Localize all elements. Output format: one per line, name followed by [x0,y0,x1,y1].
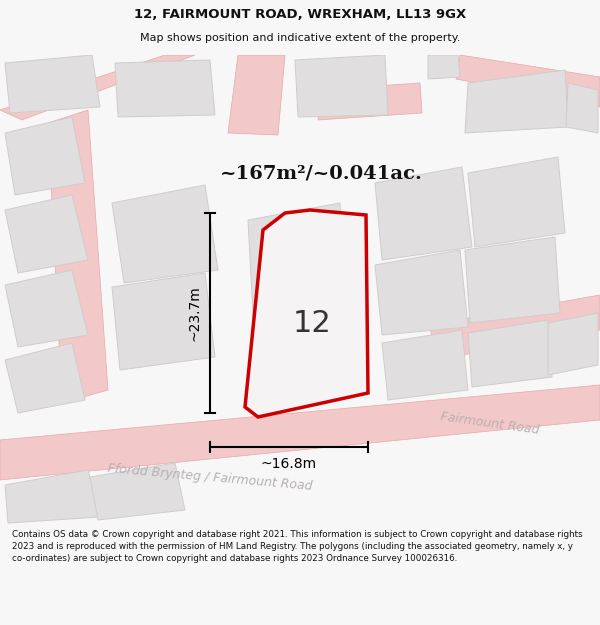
Polygon shape [5,270,88,347]
Polygon shape [566,83,598,133]
Polygon shape [375,167,472,260]
Polygon shape [5,470,100,523]
Polygon shape [0,55,195,120]
Polygon shape [318,83,422,120]
Polygon shape [115,60,215,117]
Polygon shape [295,55,388,117]
Polygon shape [5,343,85,413]
Text: 12: 12 [293,309,331,338]
Text: Fairmount Road: Fairmount Road [440,409,540,436]
Polygon shape [465,70,568,133]
Polygon shape [382,330,468,400]
Polygon shape [456,55,600,107]
Polygon shape [5,195,88,273]
Polygon shape [5,117,85,195]
Text: Contains OS data © Crown copyright and database right 2021. This information is : Contains OS data © Crown copyright and d… [12,530,583,563]
Polygon shape [90,463,185,520]
Text: Ffordd Brynteg / Fairmount Road: Ffordd Brynteg / Fairmount Road [107,462,313,492]
Polygon shape [375,250,468,335]
Text: ~23.7m: ~23.7m [187,285,201,341]
Polygon shape [5,55,100,113]
Text: ~167m²/~0.041ac.: ~167m²/~0.041ac. [220,164,423,182]
Polygon shape [228,55,285,135]
Polygon shape [248,203,348,353]
Text: ~16.8m: ~16.8m [261,457,317,471]
Polygon shape [465,237,560,323]
Polygon shape [548,313,598,375]
Text: Map shows position and indicative extent of the property.: Map shows position and indicative extent… [140,33,460,43]
Polygon shape [428,55,460,79]
Polygon shape [468,157,565,247]
Polygon shape [0,385,600,480]
Polygon shape [112,273,215,370]
Polygon shape [245,210,368,417]
Polygon shape [48,110,108,403]
Polygon shape [112,185,218,283]
Polygon shape [468,320,552,387]
Polygon shape [430,295,600,360]
Text: 12, FAIRMOUNT ROAD, WREXHAM, LL13 9GX: 12, FAIRMOUNT ROAD, WREXHAM, LL13 9GX [134,8,466,21]
